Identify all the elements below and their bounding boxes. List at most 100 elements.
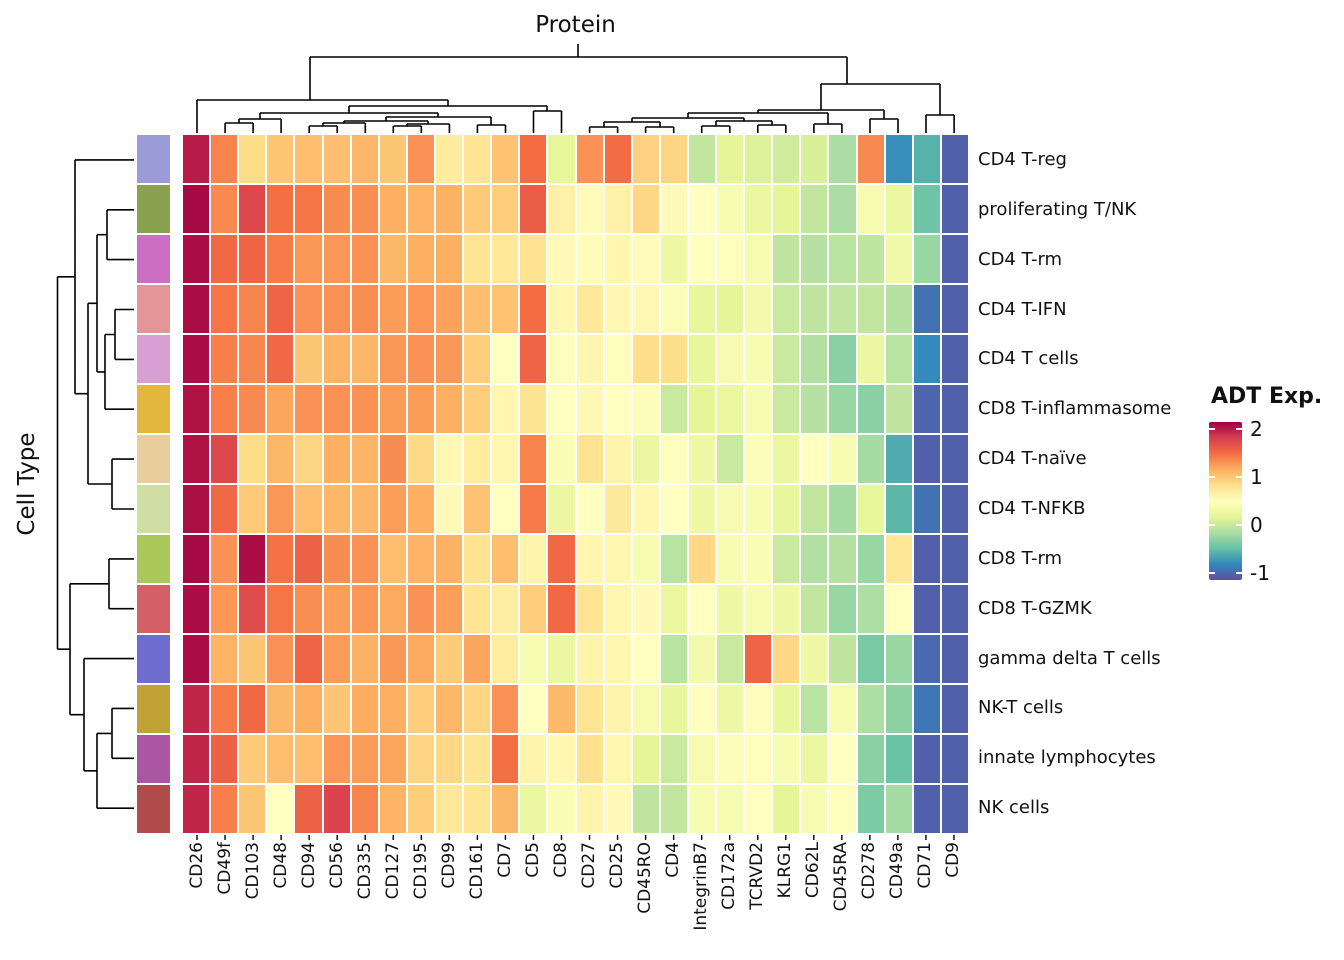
heatmap-cell — [464, 335, 491, 383]
row-annotation-swatch — [137, 535, 170, 583]
row-annotation-swatch — [137, 485, 170, 533]
heatmap-cell — [379, 685, 406, 733]
heatmap-cell — [801, 385, 828, 433]
heatmap-cell — [323, 535, 350, 583]
heatmap-cell — [745, 435, 772, 483]
heatmap-cell — [941, 285, 968, 333]
legend-tick-label: 2 — [1250, 417, 1263, 442]
heatmap-cell — [576, 485, 603, 533]
row-annotation-swatch — [137, 735, 170, 783]
heatmap-cell — [801, 685, 828, 733]
heatmap-cell — [632, 785, 659, 833]
heatmap-cell — [604, 185, 631, 233]
heatmap-cell — [885, 635, 912, 683]
heatmap-cell — [211, 585, 238, 633]
heatmap-cell — [660, 785, 687, 833]
heatmap-cell — [492, 635, 519, 683]
heatmap-cell — [239, 235, 266, 283]
heatmap-cell — [576, 735, 603, 783]
heatmap-cell — [604, 435, 631, 483]
heatmap-cell — [717, 435, 744, 483]
heatmap-cell — [183, 585, 210, 633]
heatmap-cell — [576, 585, 603, 633]
heatmap-cell — [295, 385, 322, 433]
heatmap-cell — [576, 435, 603, 483]
heatmap-cell — [492, 735, 519, 783]
row-label: NK cells — [978, 797, 1050, 819]
heatmap-cell — [211, 635, 238, 683]
heatmap-cell — [323, 285, 350, 333]
heatmap-cell — [464, 485, 491, 533]
heatmap-cell — [660, 385, 687, 433]
heatmap-cell — [548, 335, 575, 383]
row-annotation-swatch — [137, 335, 170, 383]
heatmap-cell — [323, 135, 350, 183]
heatmap-cell — [773, 385, 800, 433]
heatmap-cell — [379, 535, 406, 583]
legend-tick-mark — [1209, 523, 1215, 527]
heatmap-cell — [829, 135, 856, 183]
heatmap-cell — [548, 585, 575, 633]
heatmap-cell — [435, 135, 463, 183]
heatmap-cell — [267, 235, 294, 283]
heatmap-cell — [801, 485, 828, 533]
heatmap-cell — [379, 385, 406, 433]
heatmap-cell — [745, 285, 772, 333]
heatmap-cell — [520, 485, 547, 533]
heatmap-cell — [295, 185, 322, 233]
heatmap-cell — [717, 535, 744, 583]
heatmap-cell — [183, 385, 210, 433]
heatmap-cell — [829, 385, 856, 433]
row-label: CD4 T-rm — [978, 248, 1063, 270]
heatmap-cell — [745, 735, 772, 783]
heatmap-cell — [435, 385, 463, 433]
heatmap-cell — [660, 335, 687, 383]
column-label: CD71 — [915, 842, 936, 889]
column-label: CD5 — [522, 842, 543, 878]
heatmap-cell — [520, 435, 547, 483]
heatmap-cell — [351, 285, 378, 333]
heatmap-cell — [773, 635, 800, 683]
heatmap-cell — [379, 135, 406, 183]
heatmap-cell — [801, 435, 828, 483]
heatmap-cell — [183, 285, 210, 333]
heatmap-cell — [435, 335, 463, 383]
heatmap-cell — [829, 485, 856, 533]
heatmap-cell — [829, 585, 856, 633]
heatmap-cell — [745, 335, 772, 383]
heatmap-cell — [745, 235, 772, 283]
heatmap-cell — [576, 535, 603, 583]
heatmap-cell — [604, 485, 631, 533]
heatmap-cell — [267, 435, 294, 483]
heatmap-cell — [885, 235, 912, 283]
heatmap-cell — [492, 135, 519, 183]
heatmap-cell — [183, 785, 210, 833]
heatmap-cell — [351, 535, 378, 583]
heatmap-cell — [267, 485, 294, 533]
heatmap-cell — [323, 335, 350, 383]
heatmap-cell — [492, 485, 519, 533]
column-label: CD335 — [354, 842, 375, 900]
heatmap-cell — [464, 285, 491, 333]
heatmap-cell — [857, 785, 884, 833]
heatmap-cell — [407, 135, 434, 183]
heatmap-cell — [492, 535, 519, 583]
heatmap-cell — [548, 785, 575, 833]
heatmap-cell — [351, 785, 378, 833]
heatmap-cell — [239, 585, 266, 633]
heatmap-cell — [745, 785, 772, 833]
heatmap-cell — [773, 485, 800, 533]
heatmap-cell — [548, 235, 575, 283]
heatmap-cell — [548, 735, 575, 783]
heatmap-cell — [857, 685, 884, 733]
heatmap-cell — [379, 585, 406, 633]
heatmap-cell — [660, 535, 687, 583]
heatmap-cell — [379, 735, 406, 783]
heatmap-cell — [717, 335, 744, 383]
column-label: CD48 — [270, 842, 291, 889]
heatmap-cell — [857, 635, 884, 683]
heatmap-cell — [941, 235, 968, 283]
heatmap-cell — [239, 385, 266, 433]
heatmap-cell — [464, 385, 491, 433]
row-label: CD8 T-rm — [978, 547, 1063, 569]
